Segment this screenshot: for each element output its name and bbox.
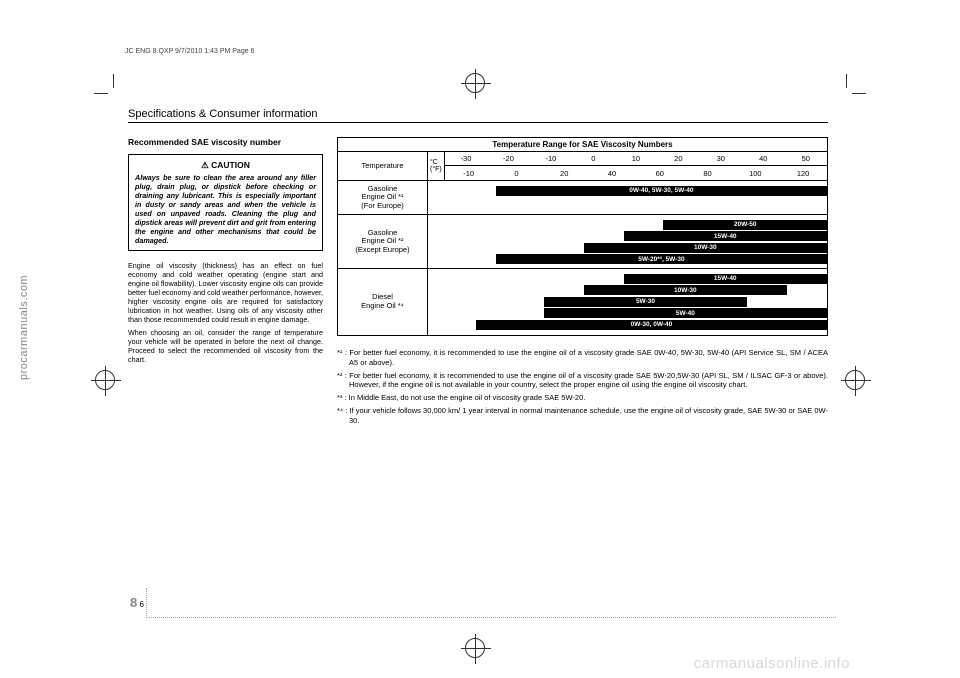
tick: 80 — [684, 169, 732, 178]
left-column: Recommended SAE viscosity number CAUTION… — [128, 137, 323, 428]
print-header: JC ENG 8.QXP 9/7/2010 1:43 PM Page 6 — [125, 48, 254, 55]
viscosity-bar: 10W-30 — [584, 243, 827, 253]
footnote: *² : For better fuel economy, it is reco… — [337, 371, 828, 391]
tick: -30 — [445, 154, 487, 163]
tick: 120 — [779, 169, 827, 178]
footnote: *⁴ : If your vehicle follows 30,000 km/ … — [337, 406, 828, 426]
caution-body: Always be sure to clean the area around … — [135, 173, 316, 245]
viscosity-chart: Temperature Range for SAE Viscosity Numb… — [337, 137, 828, 336]
oil-row-label: GasolineEngine Oil *¹(For Europe) — [338, 181, 428, 214]
tick: 60 — [636, 169, 684, 178]
tick: 100 — [731, 169, 779, 178]
viscosity-bar: 5W-20*³, 5W-30 — [496, 254, 827, 264]
tick: 40 — [742, 154, 784, 163]
caution-title: CAUTION — [135, 160, 316, 171]
body-paragraph: Engine oil viscosity (thickness) has an … — [128, 261, 323, 324]
viscosity-bar: 0W-40, 5W-30, 5W-40 — [496, 186, 827, 196]
bottom-watermark: carmanualsonline.info — [694, 655, 850, 672]
viscosity-bar: 20W-50 — [663, 220, 827, 230]
unit-c: °C — [430, 159, 442, 166]
viscosity-bar: 15W-40 — [624, 274, 827, 284]
registration-mark — [845, 370, 865, 390]
tick: 30 — [700, 154, 742, 163]
section-title: Specifications & Consumer information — [128, 108, 828, 123]
crop-mark — [832, 80, 860, 108]
oil-row-bars: 0W-40, 5W-30, 5W-40 — [428, 181, 827, 214]
viscosity-bar: 0W-30, 0W-40 — [476, 320, 827, 330]
page-content: Specifications & Consumer information Re… — [128, 108, 828, 618]
tick: 50 — [785, 154, 827, 163]
side-watermark: procarmanuals.com — [18, 275, 30, 380]
tick: 0 — [572, 154, 614, 163]
chart-oil-row: GasolineEngine Oil *¹(For Europe) 0W-40, … — [338, 181, 827, 215]
subheading: Recommended SAE viscosity number — [128, 137, 323, 148]
viscosity-bar: 15W-40 — [624, 231, 827, 241]
footnote: *¹ : For better fuel economy, it is reco… — [337, 348, 828, 368]
tick: 10 — [615, 154, 657, 163]
page-num-page: 6 — [139, 600, 143, 609]
dotted-divider — [146, 617, 836, 618]
right-column: Temperature Range for SAE Viscosity Numb… — [337, 137, 828, 428]
chart-title: Temperature Range for SAE Viscosity Numb… — [338, 138, 827, 152]
scale-celsius: -30-20-1001020304050 — [445, 152, 827, 166]
tick: 20 — [657, 154, 699, 163]
dotted-divider — [146, 588, 147, 618]
viscosity-bar: 5W-40 — [544, 308, 827, 318]
oil-row-label: DieselEngine Oil *⁴ — [338, 269, 428, 335]
caution-box: CAUTION Always be sure to clean the area… — [128, 154, 323, 252]
tick: -20 — [487, 154, 529, 163]
scale-fahrenheit: -10020406080100120 — [445, 166, 827, 180]
viscosity-bar: 10W-30 — [584, 285, 787, 295]
unit-f: (°F) — [430, 166, 442, 173]
body-paragraph: When choosing an oil, consider the range… — [128, 328, 323, 364]
viscosity-bar: 5W-30 — [544, 297, 747, 307]
page-number: 8 6 — [130, 595, 144, 610]
tick: -10 — [530, 154, 572, 163]
tick: 40 — [588, 169, 636, 178]
tick: -10 — [445, 169, 493, 178]
tick: 20 — [540, 169, 588, 178]
footnotes: *¹ : For better fuel economy, it is reco… — [337, 348, 828, 425]
temp-units: °C (°F) — [428, 152, 445, 180]
oil-row-label: GasolineEngine Oil *²(Except Europe) — [338, 215, 428, 268]
temp-label: Temperature — [338, 152, 428, 180]
footnote: *³ : In Middle East, do not use the engi… — [337, 393, 828, 403]
registration-mark — [465, 638, 485, 658]
oil-row-bars: 15W-4010W-30 5W-305W-40 0W-30, 0W-40 — [428, 269, 827, 335]
tick: 0 — [493, 169, 541, 178]
registration-mark — [465, 73, 485, 93]
crop-mark — [100, 80, 128, 108]
page-num-section: 8 — [130, 595, 137, 610]
registration-mark — [95, 370, 115, 390]
chart-oil-row: GasolineEngine Oil *²(Except Europe)20W-… — [338, 215, 827, 269]
chart-oil-row: DieselEngine Oil *⁴ 15W-4010W-30 5W-305W-4… — [338, 269, 827, 335]
oil-row-bars: 20W-5015W-40 10W-305W-20*³, 5W-30 — [428, 215, 827, 268]
chart-temp-row: Temperature °C (°F) -30-20-1001020304050… — [338, 152, 827, 181]
